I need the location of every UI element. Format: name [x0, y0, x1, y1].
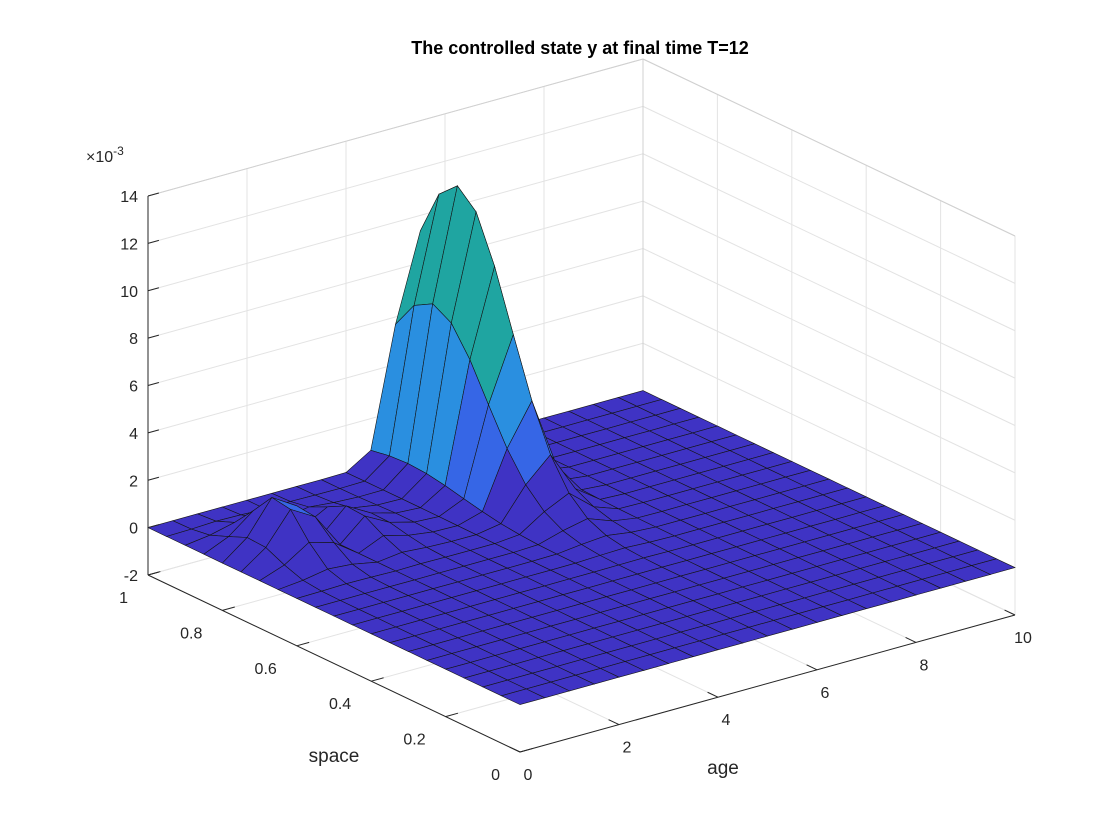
- y-tick-label: 0: [491, 767, 500, 784]
- z-tick-label: 10: [120, 284, 138, 301]
- wall-grid-line: [642, 295, 1016, 474]
- wall-grid-line: [147, 105, 644, 244]
- wall-grid-line: [147, 200, 644, 339]
- z-tick: [147, 334, 160, 339]
- y-tick-label: 0.6: [255, 661, 277, 678]
- z-tick: [147, 429, 160, 434]
- x-tick: [509, 746, 521, 753]
- x-axis-label: age: [707, 758, 739, 779]
- x-tick-label: 2: [623, 740, 632, 757]
- z-tick: [147, 382, 160, 386]
- x-tick-label: 10: [1014, 630, 1032, 647]
- y-axis-label: space: [309, 746, 360, 767]
- y-tick-label: 1: [119, 590, 128, 607]
- wall-grid-line: [642, 248, 1016, 426]
- y-tick-label: 0.2: [403, 732, 425, 749]
- box-edge: [642, 58, 1016, 237]
- z-tick: [147, 571, 160, 576]
- wall-grid-line: [642, 153, 1016, 332]
- wall-grid-line: [147, 153, 644, 292]
- y-tick: [371, 677, 384, 682]
- z-tick-label: 6: [129, 379, 138, 396]
- z-exponent-base: ×10: [86, 149, 113, 166]
- chart-title: The controlled state y at final time T=1…: [411, 38, 749, 58]
- surface-layer: [147, 185, 1016, 705]
- y-tick: [519, 748, 533, 753]
- x-tick-label: 4: [722, 712, 731, 729]
- wall-grid-line: [642, 342, 1016, 521]
- z-tick: [147, 239, 160, 244]
- z-tick-label: 0: [129, 521, 138, 538]
- z-tick: [147, 524, 160, 529]
- z-tick-label: 14: [120, 189, 138, 206]
- z-tick: [147, 476, 160, 481]
- z-tick-label: 2: [129, 473, 138, 490]
- svg-text:×10-3: ×10-3: [86, 144, 124, 166]
- y-tick-label: 0.4: [329, 696, 351, 713]
- z-tick: [147, 287, 160, 292]
- axis-layer: 0 2 4 6 8 10 0 0.2 0.4 0.6 0.8 1 -2 0 2 4 6 8 10 12 14: [119, 189, 1032, 784]
- y-tick: [445, 712, 459, 718]
- x-tick: [707, 691, 719, 698]
- wall-grid-line: [642, 105, 1016, 284]
- box-edge: [147, 58, 644, 197]
- z-tick: [147, 192, 160, 197]
- z-tick-label: 8: [129, 331, 138, 348]
- x-tick: [1004, 609, 1016, 616]
- y-axis-line: [147, 574, 521, 753]
- z-tick-label: 4: [129, 426, 138, 443]
- x-tick-label: 6: [821, 685, 830, 702]
- z-exponent: ×10-3: [86, 144, 124, 166]
- wall-grid-line: [147, 248, 644, 386]
- y-tick-label: 0.8: [180, 625, 202, 642]
- z-exponent-power: -3: [113, 144, 124, 158]
- x-tick-label: 8: [920, 657, 929, 674]
- wall-grid-line: [642, 200, 1016, 379]
- y-tick: [222, 606, 235, 611]
- z-tick-label: -2: [124, 568, 138, 585]
- x-tick: [905, 636, 917, 643]
- y-tick: [296, 641, 310, 647]
- x-tick-label: 0: [524, 767, 533, 784]
- x-tick: [806, 664, 818, 671]
- surface-patch: [500, 688, 546, 705]
- z-tick-label: 12: [120, 236, 138, 253]
- x-axis-line: [519, 614, 1016, 753]
- x-tick: [608, 719, 620, 726]
